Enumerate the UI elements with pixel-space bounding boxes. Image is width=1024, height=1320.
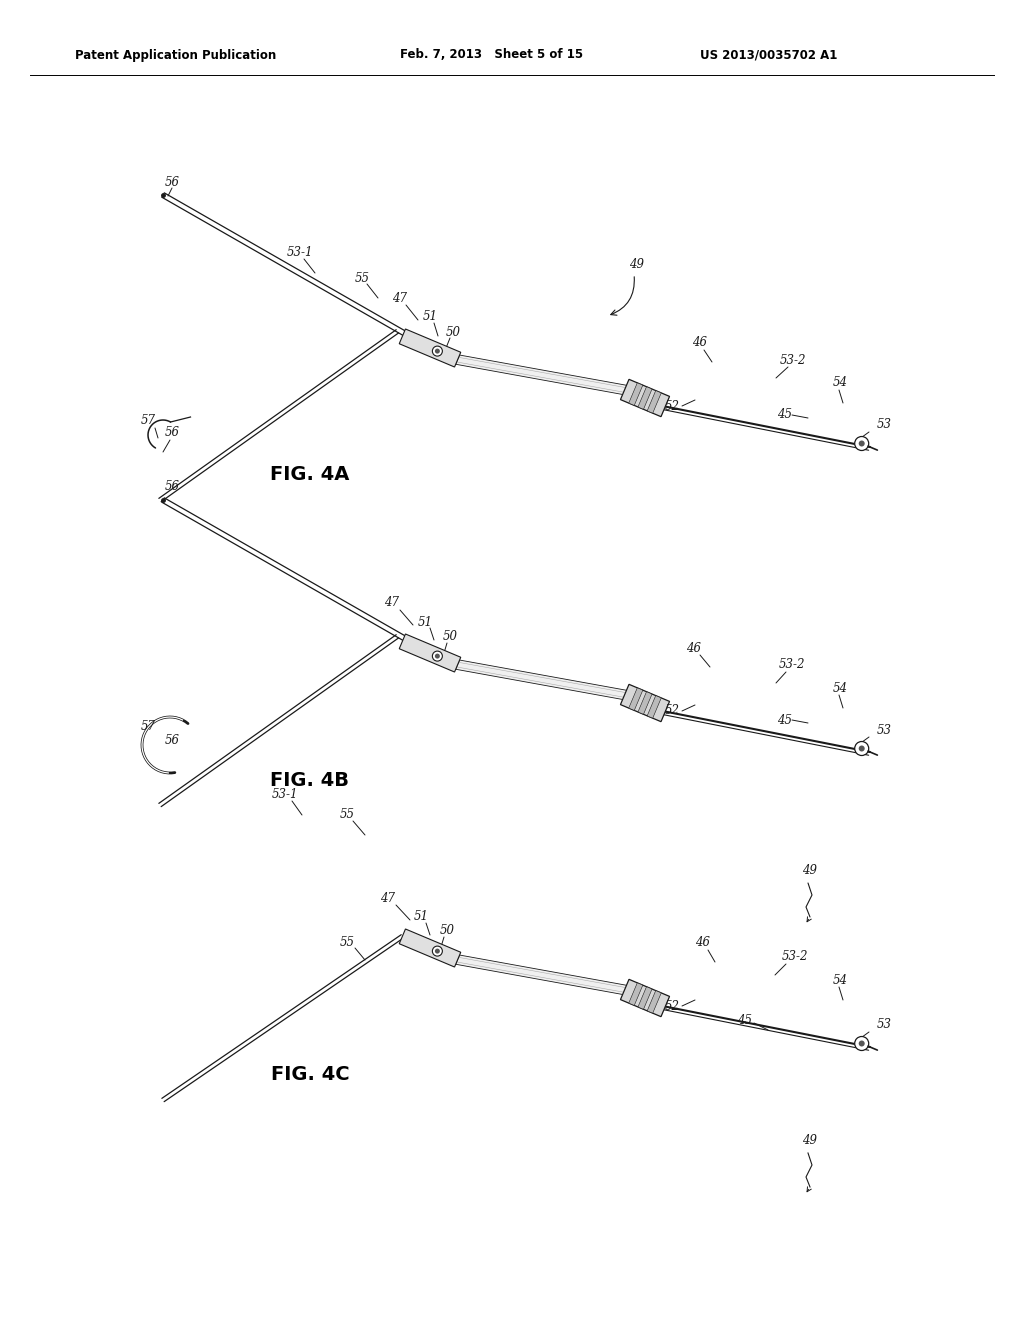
Text: 46: 46 xyxy=(692,337,708,350)
Text: 47: 47 xyxy=(384,597,399,610)
Text: 45: 45 xyxy=(777,714,793,726)
Polygon shape xyxy=(638,692,652,714)
Text: 56: 56 xyxy=(165,426,179,440)
Polygon shape xyxy=(456,956,629,995)
Polygon shape xyxy=(629,383,643,405)
Text: 53-2: 53-2 xyxy=(779,354,806,367)
Circle shape xyxy=(435,653,440,659)
Text: 47: 47 xyxy=(381,891,395,904)
Circle shape xyxy=(859,441,864,446)
Polygon shape xyxy=(647,391,662,413)
Circle shape xyxy=(435,949,440,953)
Text: 50: 50 xyxy=(439,924,455,936)
Circle shape xyxy=(855,742,868,755)
Text: 54: 54 xyxy=(833,974,848,986)
Text: 55: 55 xyxy=(340,808,354,821)
Text: 57: 57 xyxy=(140,414,156,428)
Text: US 2013/0035702 A1: US 2013/0035702 A1 xyxy=(700,49,838,62)
Polygon shape xyxy=(399,929,461,968)
Polygon shape xyxy=(456,660,629,700)
Polygon shape xyxy=(647,696,662,718)
Text: 56: 56 xyxy=(165,734,179,747)
Polygon shape xyxy=(629,688,643,710)
Text: 55: 55 xyxy=(354,272,370,285)
Circle shape xyxy=(435,348,440,354)
Circle shape xyxy=(855,437,868,450)
Text: 51: 51 xyxy=(414,911,428,924)
Circle shape xyxy=(432,651,442,661)
Polygon shape xyxy=(638,986,652,1010)
Text: 49: 49 xyxy=(630,259,644,272)
Circle shape xyxy=(432,946,442,956)
Circle shape xyxy=(859,746,864,751)
Text: 47: 47 xyxy=(392,292,408,305)
Text: 53: 53 xyxy=(877,1019,892,1031)
Text: 55: 55 xyxy=(340,936,354,949)
Text: 50: 50 xyxy=(445,326,461,338)
Circle shape xyxy=(855,1036,868,1051)
Polygon shape xyxy=(399,634,461,672)
Text: 52: 52 xyxy=(665,705,680,718)
Text: 51: 51 xyxy=(423,310,437,323)
Polygon shape xyxy=(621,379,670,417)
Text: 53-1: 53-1 xyxy=(271,788,298,801)
Polygon shape xyxy=(621,684,670,722)
Text: 54: 54 xyxy=(833,376,848,389)
Polygon shape xyxy=(629,983,643,1006)
Text: 53-1: 53-1 xyxy=(287,247,313,260)
Polygon shape xyxy=(638,387,652,409)
Text: 46: 46 xyxy=(686,642,701,655)
Text: 49: 49 xyxy=(803,1134,817,1147)
Text: Feb. 7, 2013   Sheet 5 of 15: Feb. 7, 2013 Sheet 5 of 15 xyxy=(400,49,583,62)
Polygon shape xyxy=(456,355,629,395)
Circle shape xyxy=(432,346,442,356)
Polygon shape xyxy=(647,990,662,1014)
Text: FIG. 4C: FIG. 4C xyxy=(270,1065,349,1085)
Circle shape xyxy=(859,1040,864,1047)
Text: FIG. 4A: FIG. 4A xyxy=(270,466,349,484)
Text: 51: 51 xyxy=(418,615,432,628)
Text: 49: 49 xyxy=(803,863,817,876)
Polygon shape xyxy=(399,329,461,367)
Text: 54: 54 xyxy=(833,681,848,694)
Text: 56: 56 xyxy=(165,176,179,189)
Text: FIG. 4B: FIG. 4B xyxy=(270,771,349,789)
Text: 50: 50 xyxy=(442,631,458,644)
Text: 46: 46 xyxy=(695,936,711,949)
Text: 53: 53 xyxy=(877,418,892,432)
Text: 45: 45 xyxy=(777,408,793,421)
Text: 45: 45 xyxy=(737,1014,753,1027)
Text: 52: 52 xyxy=(665,999,680,1012)
Text: 53: 53 xyxy=(877,723,892,737)
Text: Patent Application Publication: Patent Application Publication xyxy=(75,49,276,62)
Text: 57: 57 xyxy=(140,719,156,733)
Text: 52: 52 xyxy=(665,400,680,412)
Text: 53-2: 53-2 xyxy=(778,659,805,672)
Polygon shape xyxy=(621,979,670,1016)
Text: 56: 56 xyxy=(165,480,179,494)
Text: 53-2: 53-2 xyxy=(781,950,808,964)
